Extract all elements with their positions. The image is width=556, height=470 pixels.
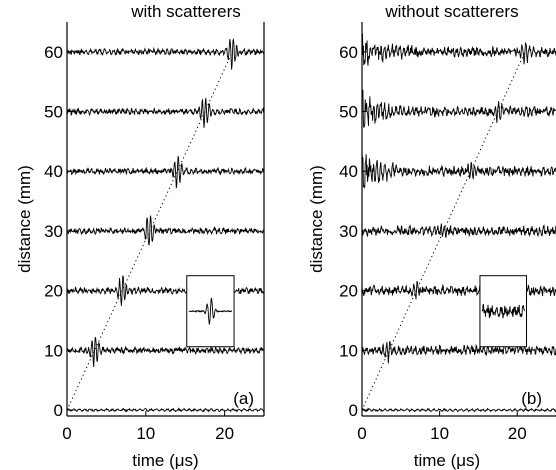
panel-label: (b) [521,389,542,408]
trace-60mm [67,38,264,70]
y-tick-label: 10 [339,341,358,360]
y-axis-label: distance (mm) [307,165,326,273]
y-tick-label: 10 [44,341,63,360]
y-tick-label: 60 [339,43,358,62]
trace-50mm [362,89,556,129]
x-tick-label: 20 [508,424,527,443]
chart-title: without scatterers [384,2,518,21]
trace-0mm [362,407,556,413]
panel-b: 0 10 20 30 40 50 60 0 10 20 without scatterers time… [307,2,556,470]
y-tick-label: 30 [44,222,63,241]
trace-30mm [67,215,264,246]
x-axis-label: time (μs) [414,451,480,470]
x-axis-label: time (μs) [132,451,198,470]
trace-10mm [362,341,556,364]
y-tick-label: 50 [339,103,358,122]
y-tick-label: 0 [349,401,358,420]
trace-50mm [67,97,264,128]
x-tick-label: 10 [136,424,155,443]
chart-title: with scatterers [130,2,241,21]
plot-area [362,33,556,413]
x-tick-label: 0 [357,424,366,443]
y-axis-label: distance (mm) [15,165,34,273]
y-tick-label: 0 [54,401,63,420]
inset-trace [188,297,233,325]
x-tick-label: 10 [430,424,449,443]
trace-30mm [362,223,556,238]
trace-0mm [67,407,264,413]
trace-10mm [67,336,264,367]
y-tick-label: 40 [44,162,63,181]
panel-a: 0 10 20 30 40 50 60 0 10 20 with scatterers time (μ… [15,2,265,470]
trace-40mm [67,155,264,189]
y-tick-label: 30 [339,222,358,241]
trace-40mm [362,154,556,189]
panel-label: (a) [233,389,254,408]
y-tick-label: 50 [44,103,63,122]
y-tick-label: 20 [339,282,358,301]
trace-60mm [362,33,556,66]
x-tick-label: 0 [62,424,71,443]
y-tick-label: 20 [44,282,63,301]
x-tick-label: 20 [215,424,234,443]
y-tick-label: 40 [339,162,358,181]
y-tick-label: 60 [44,43,63,62]
inset-trace [481,303,525,319]
plot-area [67,38,264,413]
